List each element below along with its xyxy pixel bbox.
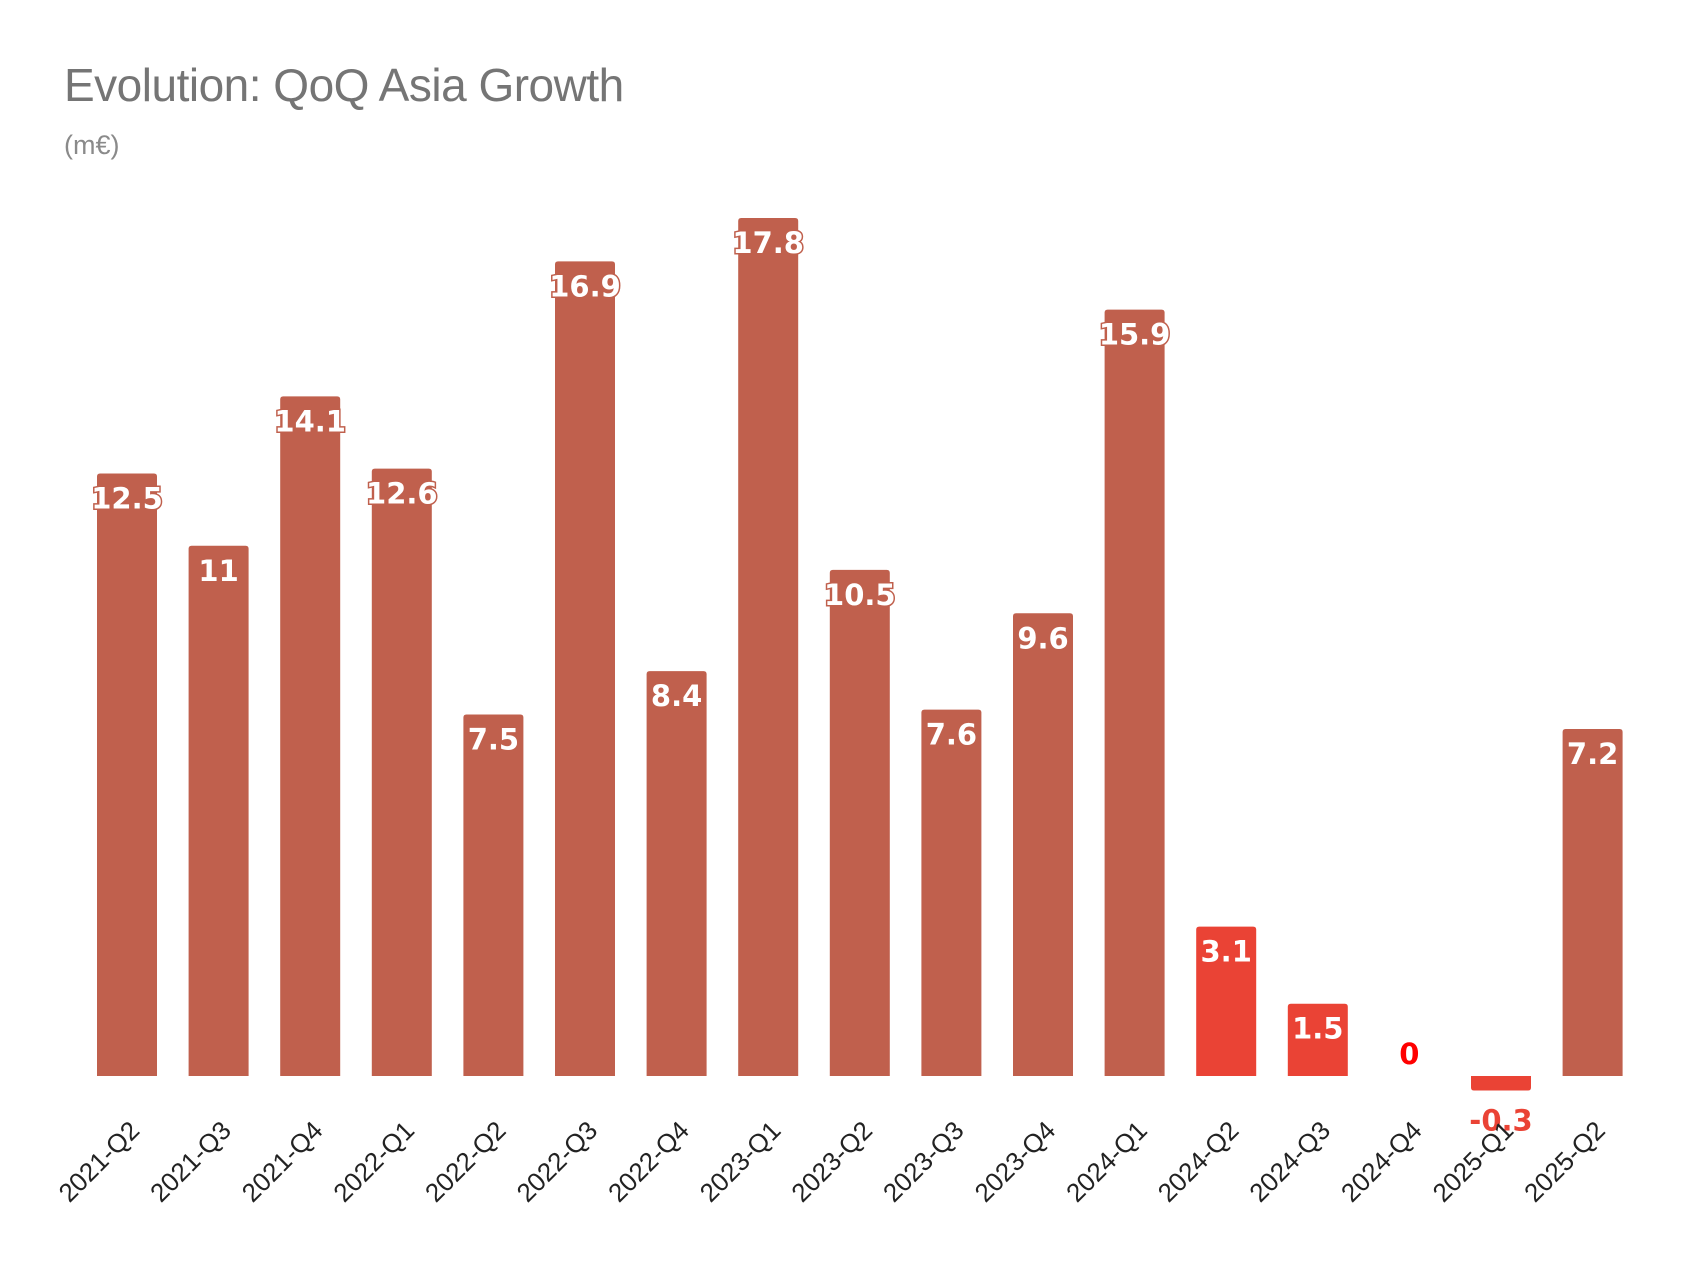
x-tick-label-2023-Q3: 2023-Q3 <box>877 1115 970 1208</box>
bars-layer <box>97 218 1623 1091</box>
value-label-2023-Q4: 9.6 <box>1017 621 1068 655</box>
x-tick-label-2022-Q1: 2022-Q1 <box>327 1115 420 1208</box>
value-label-2021-Q4: 14.1 <box>274 404 346 438</box>
bar-2024-Q2 <box>1196 926 1257 1076</box>
x-tick-label-2023-Q1: 2023-Q1 <box>694 1115 787 1208</box>
bar-2023-Q3 <box>921 709 982 1076</box>
bar-2021-Q3 <box>188 545 249 1076</box>
bar-2024-Q3 <box>1287 1003 1348 1076</box>
bar-2023-Q1 <box>738 218 799 1077</box>
value-label-2024-Q1: 15.9 <box>1099 318 1171 352</box>
value-label-2024-Q2: 3.1 <box>1201 935 1252 969</box>
bar-2025-Q2 <box>1562 728 1623 1076</box>
bar-2022-Q3 <box>555 261 615 1076</box>
bar-2021-Q2 <box>97 473 157 1076</box>
x-tick-label-2021-Q3: 2021-Q3 <box>144 1115 237 1208</box>
bar-2022-Q1 <box>371 468 432 1076</box>
value-label-2025-Q1: -0.3 <box>1469 1103 1532 1137</box>
x-tick-label-2023-Q2: 2023-Q2 <box>785 1115 878 1208</box>
x-tick-label-2024-Q1: 2024-Q1 <box>1060 1115 1153 1208</box>
value-label-2022-Q2: 7.5 <box>468 723 519 757</box>
x-axis-tick-labels: 2021-Q22021-Q32021-Q42022-Q12022-Q22022-… <box>52 1115 1610 1208</box>
bar-2021-Q4 <box>280 396 341 1076</box>
bar-2023-Q4 <box>1013 613 1073 1076</box>
x-tick-label-2022-Q4: 2022-Q4 <box>602 1115 695 1208</box>
bar-2024-Q1 <box>1104 309 1165 1076</box>
value-label-2025-Q2: 7.2 <box>1567 737 1618 771</box>
x-tick-label-2024-Q2: 2024-Q2 <box>1152 1115 1245 1208</box>
bar-2022-Q2 <box>463 714 524 1076</box>
value-label-2022-Q1: 12.6 <box>366 477 438 511</box>
value-label-2022-Q4: 8.4 <box>651 679 702 713</box>
value-label-2023-Q2: 10.5 <box>824 578 896 612</box>
x-tick-label-2023-Q4: 2023-Q4 <box>968 1115 1061 1208</box>
value-label-2024-Q3: 1.5 <box>1292 1012 1343 1046</box>
value-label-2022-Q3: 16.9 <box>549 269 621 303</box>
x-tick-label-2022-Q3: 2022-Q3 <box>510 1115 603 1208</box>
value-label-2021-Q2: 12.5 <box>91 482 163 516</box>
x-tick-label-2024-Q4: 2024-Q4 <box>1335 1115 1428 1208</box>
x-tick-label-2024-Q3: 2024-Q3 <box>1243 1115 1336 1208</box>
chart-subtitle: (m€) <box>64 130 120 160</box>
value-label-2024-Q4: 0 <box>1399 1037 1419 1071</box>
bar-2023-Q2 <box>829 569 890 1076</box>
value-label-2023-Q3: 7.6 <box>926 718 977 752</box>
x-tick-label-2022-Q2: 2022-Q2 <box>419 1115 512 1208</box>
value-label-2021-Q3: 11 <box>198 554 238 588</box>
x-tick-label-2021-Q4: 2021-Q4 <box>236 1115 329 1208</box>
value-label-2023-Q1: 17.8 <box>732 226 804 260</box>
bar-2022-Q4 <box>646 671 707 1076</box>
bar-2025-Q1 <box>1471 1076 1531 1091</box>
chart-title: Evolution: QoQ Asia Growth <box>64 59 624 111</box>
x-tick-label-2021-Q2: 2021-Q2 <box>52 1115 145 1208</box>
value-labels-layer: 12.5 11 14.1 12.6 7.5 16.9 8.4 17.8 10.5 7.6 9.6 15… <box>90 225 1620 1138</box>
